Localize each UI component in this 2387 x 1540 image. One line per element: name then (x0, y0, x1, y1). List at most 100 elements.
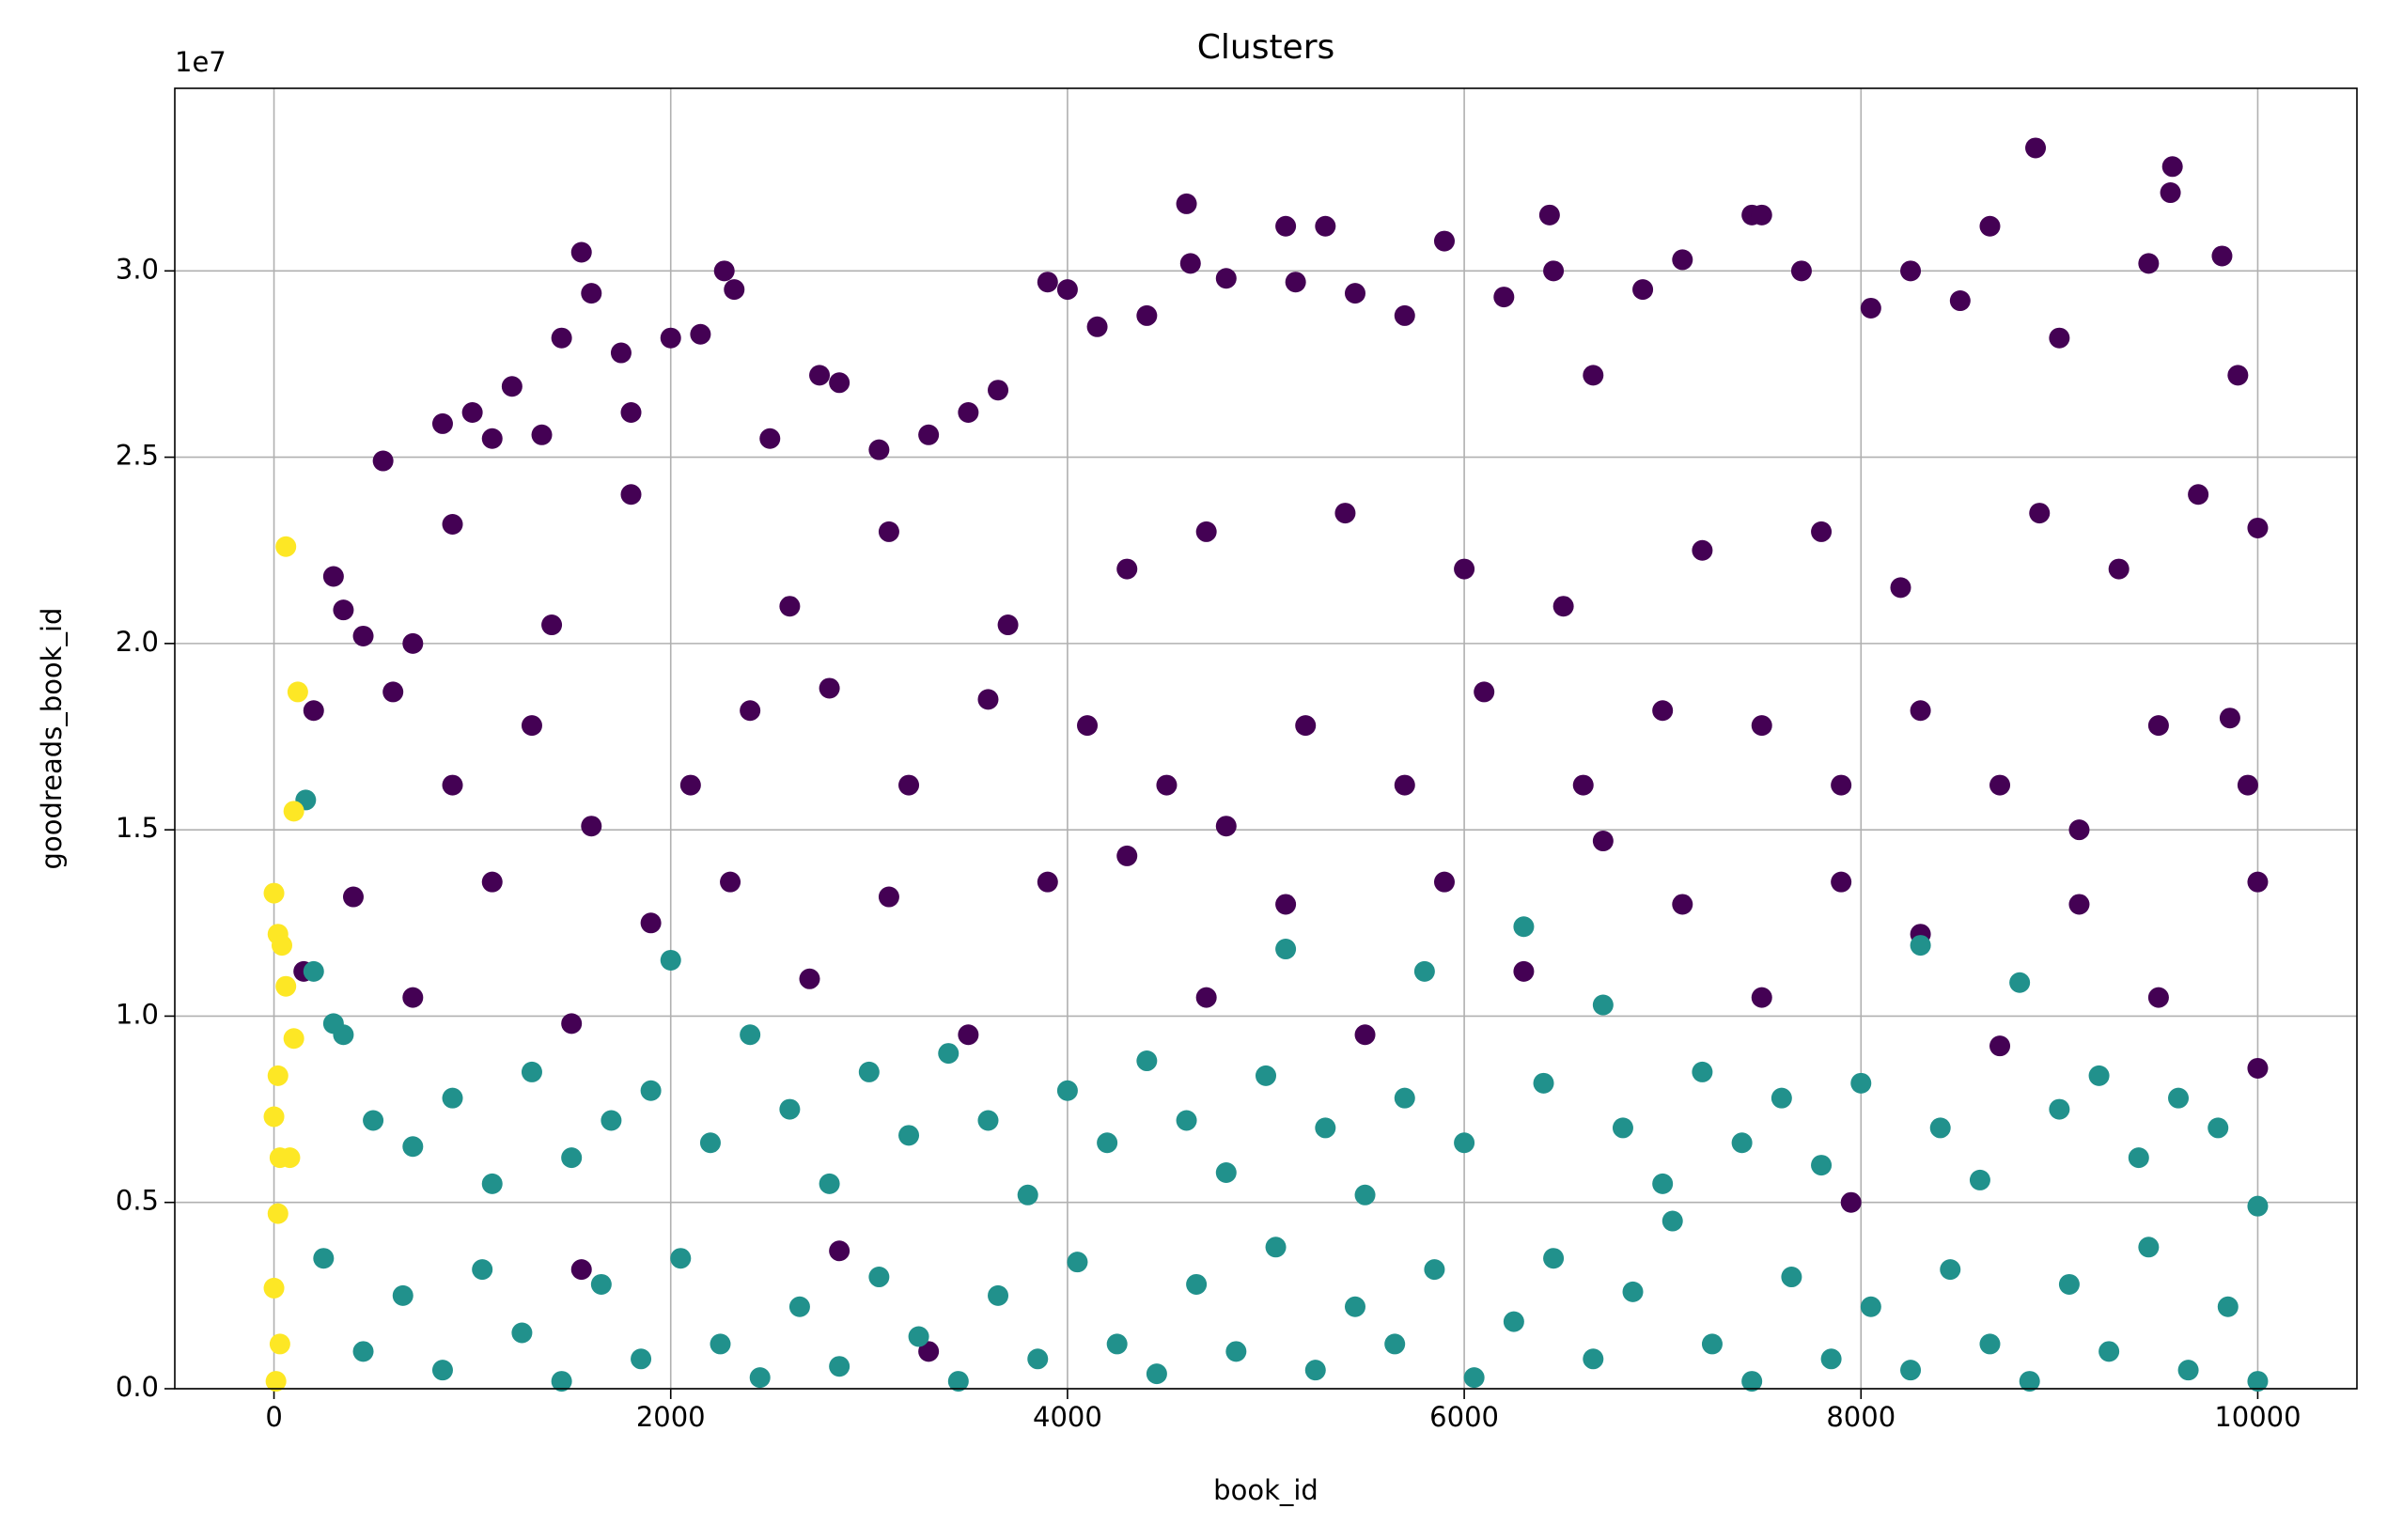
scatter-point (868, 439, 890, 460)
scatter-point (2098, 1341, 2120, 1362)
scatter-point (640, 1080, 662, 1101)
scatter-point (829, 372, 850, 394)
scatter-point (1989, 774, 2011, 796)
scatter-point (2247, 871, 2269, 893)
scatter-point (2247, 1371, 2269, 1392)
scatter-point (1424, 1259, 1445, 1281)
scatter-point (481, 871, 503, 893)
scatter-point (1315, 215, 1336, 237)
scatter-point (1136, 1050, 1158, 1072)
scatter-point (988, 1284, 1009, 1306)
scatter-point (461, 402, 483, 424)
scatter-point (2068, 894, 2090, 915)
scatter-point (977, 689, 999, 710)
y-tick-label: 1.0 (116, 998, 159, 1030)
scatter-point (271, 935, 292, 957)
scatter-point (1077, 715, 1099, 737)
scatter-point (1344, 283, 1365, 304)
chart-title: Clusters (1197, 28, 1335, 67)
x-tick-label: 2000 (636, 1401, 706, 1433)
scatter-point (551, 1371, 572, 1392)
scatter-point (690, 323, 711, 345)
scatter-point (878, 521, 899, 542)
scatter-point (561, 1147, 583, 1169)
scatter-point (263, 1277, 285, 1299)
scatter-point (267, 1203, 289, 1224)
scatter-point (1622, 1281, 1644, 1302)
scatter-point (263, 1106, 285, 1128)
scatter-point (1910, 935, 1931, 957)
scatter-point (819, 1173, 840, 1194)
scatter-point (333, 1024, 354, 1046)
scatter-point (988, 380, 1009, 401)
scatter-point (481, 1173, 503, 1194)
scatter-point (1533, 1072, 1554, 1094)
scatter-point (1186, 1273, 1208, 1295)
scatter-point (1225, 1341, 1247, 1362)
scatter-point (1334, 503, 1356, 524)
scatter-point (279, 1147, 301, 1169)
scatter-point (898, 1125, 920, 1146)
scatter-point (561, 1013, 583, 1034)
scatter-point (1493, 287, 1515, 308)
scatter-point (2108, 558, 2130, 580)
scatter-point (2237, 774, 2258, 796)
scatter-point (1413, 960, 1435, 982)
scatter-point (1463, 1367, 1485, 1389)
scatter-point (2188, 484, 2209, 506)
scatter-point (1860, 297, 1881, 319)
scatter-point (1195, 521, 1217, 542)
x-axis-label: book_id (1213, 1474, 1318, 1506)
plot-frame (174, 87, 2358, 1390)
scatter-point (267, 1065, 289, 1086)
scatter-point (1741, 1371, 1763, 1392)
scatter-point (938, 1043, 959, 1065)
scatter-point (382, 681, 404, 703)
scatter-point (1474, 681, 1495, 703)
scatter-point (342, 886, 364, 908)
scatter-point (1831, 871, 1852, 893)
scatter-point (1672, 249, 1693, 271)
scatter-point (713, 260, 735, 282)
scatter-point (788, 1296, 810, 1317)
scatter-point (918, 1341, 940, 1362)
scatter-point (322, 566, 344, 587)
scatter-point (1195, 987, 1217, 1008)
scatter-point (1394, 1087, 1415, 1109)
scatter-point (392, 1284, 413, 1306)
scatter-point (1304, 1360, 1326, 1381)
scatter-point (1056, 279, 1078, 301)
scatter-point (620, 484, 642, 506)
scatter-point (1265, 1237, 1287, 1258)
scatter-point (431, 1360, 453, 1381)
scatter-point (660, 327, 681, 349)
scatter-point (1027, 1348, 1049, 1370)
scatter-point (570, 1259, 592, 1281)
scatter-point (918, 424, 940, 445)
x-tick-label: 8000 (1826, 1401, 1896, 1433)
scatter-point (442, 513, 463, 535)
scatter-point (2009, 972, 2031, 993)
scatter-point (1097, 1132, 1118, 1154)
scatter-point (1215, 268, 1237, 289)
scatter-point (997, 614, 1019, 636)
scatter-point (1513, 960, 1535, 982)
scatter-point (1056, 1080, 1078, 1101)
scatter-point (1820, 1348, 1842, 1370)
scatter-point (610, 342, 632, 364)
scatter-point (442, 774, 463, 796)
scatter-point (1116, 845, 1138, 866)
scatter-point (1179, 253, 1201, 274)
scatter-point (1256, 1065, 1276, 1086)
scatter-point (1454, 1132, 1475, 1154)
scatter-point (1513, 916, 1535, 938)
y-tick-label: 3.0 (116, 253, 159, 285)
scatter-point (1215, 1161, 1237, 1183)
scatter-point (620, 402, 642, 424)
scatter-point (313, 1248, 335, 1269)
scatter-point (779, 1098, 801, 1120)
scatter-point (1384, 1333, 1406, 1355)
scatter-point (1503, 1311, 1524, 1332)
scatter-point (2211, 245, 2233, 267)
scatter-point (799, 968, 820, 989)
